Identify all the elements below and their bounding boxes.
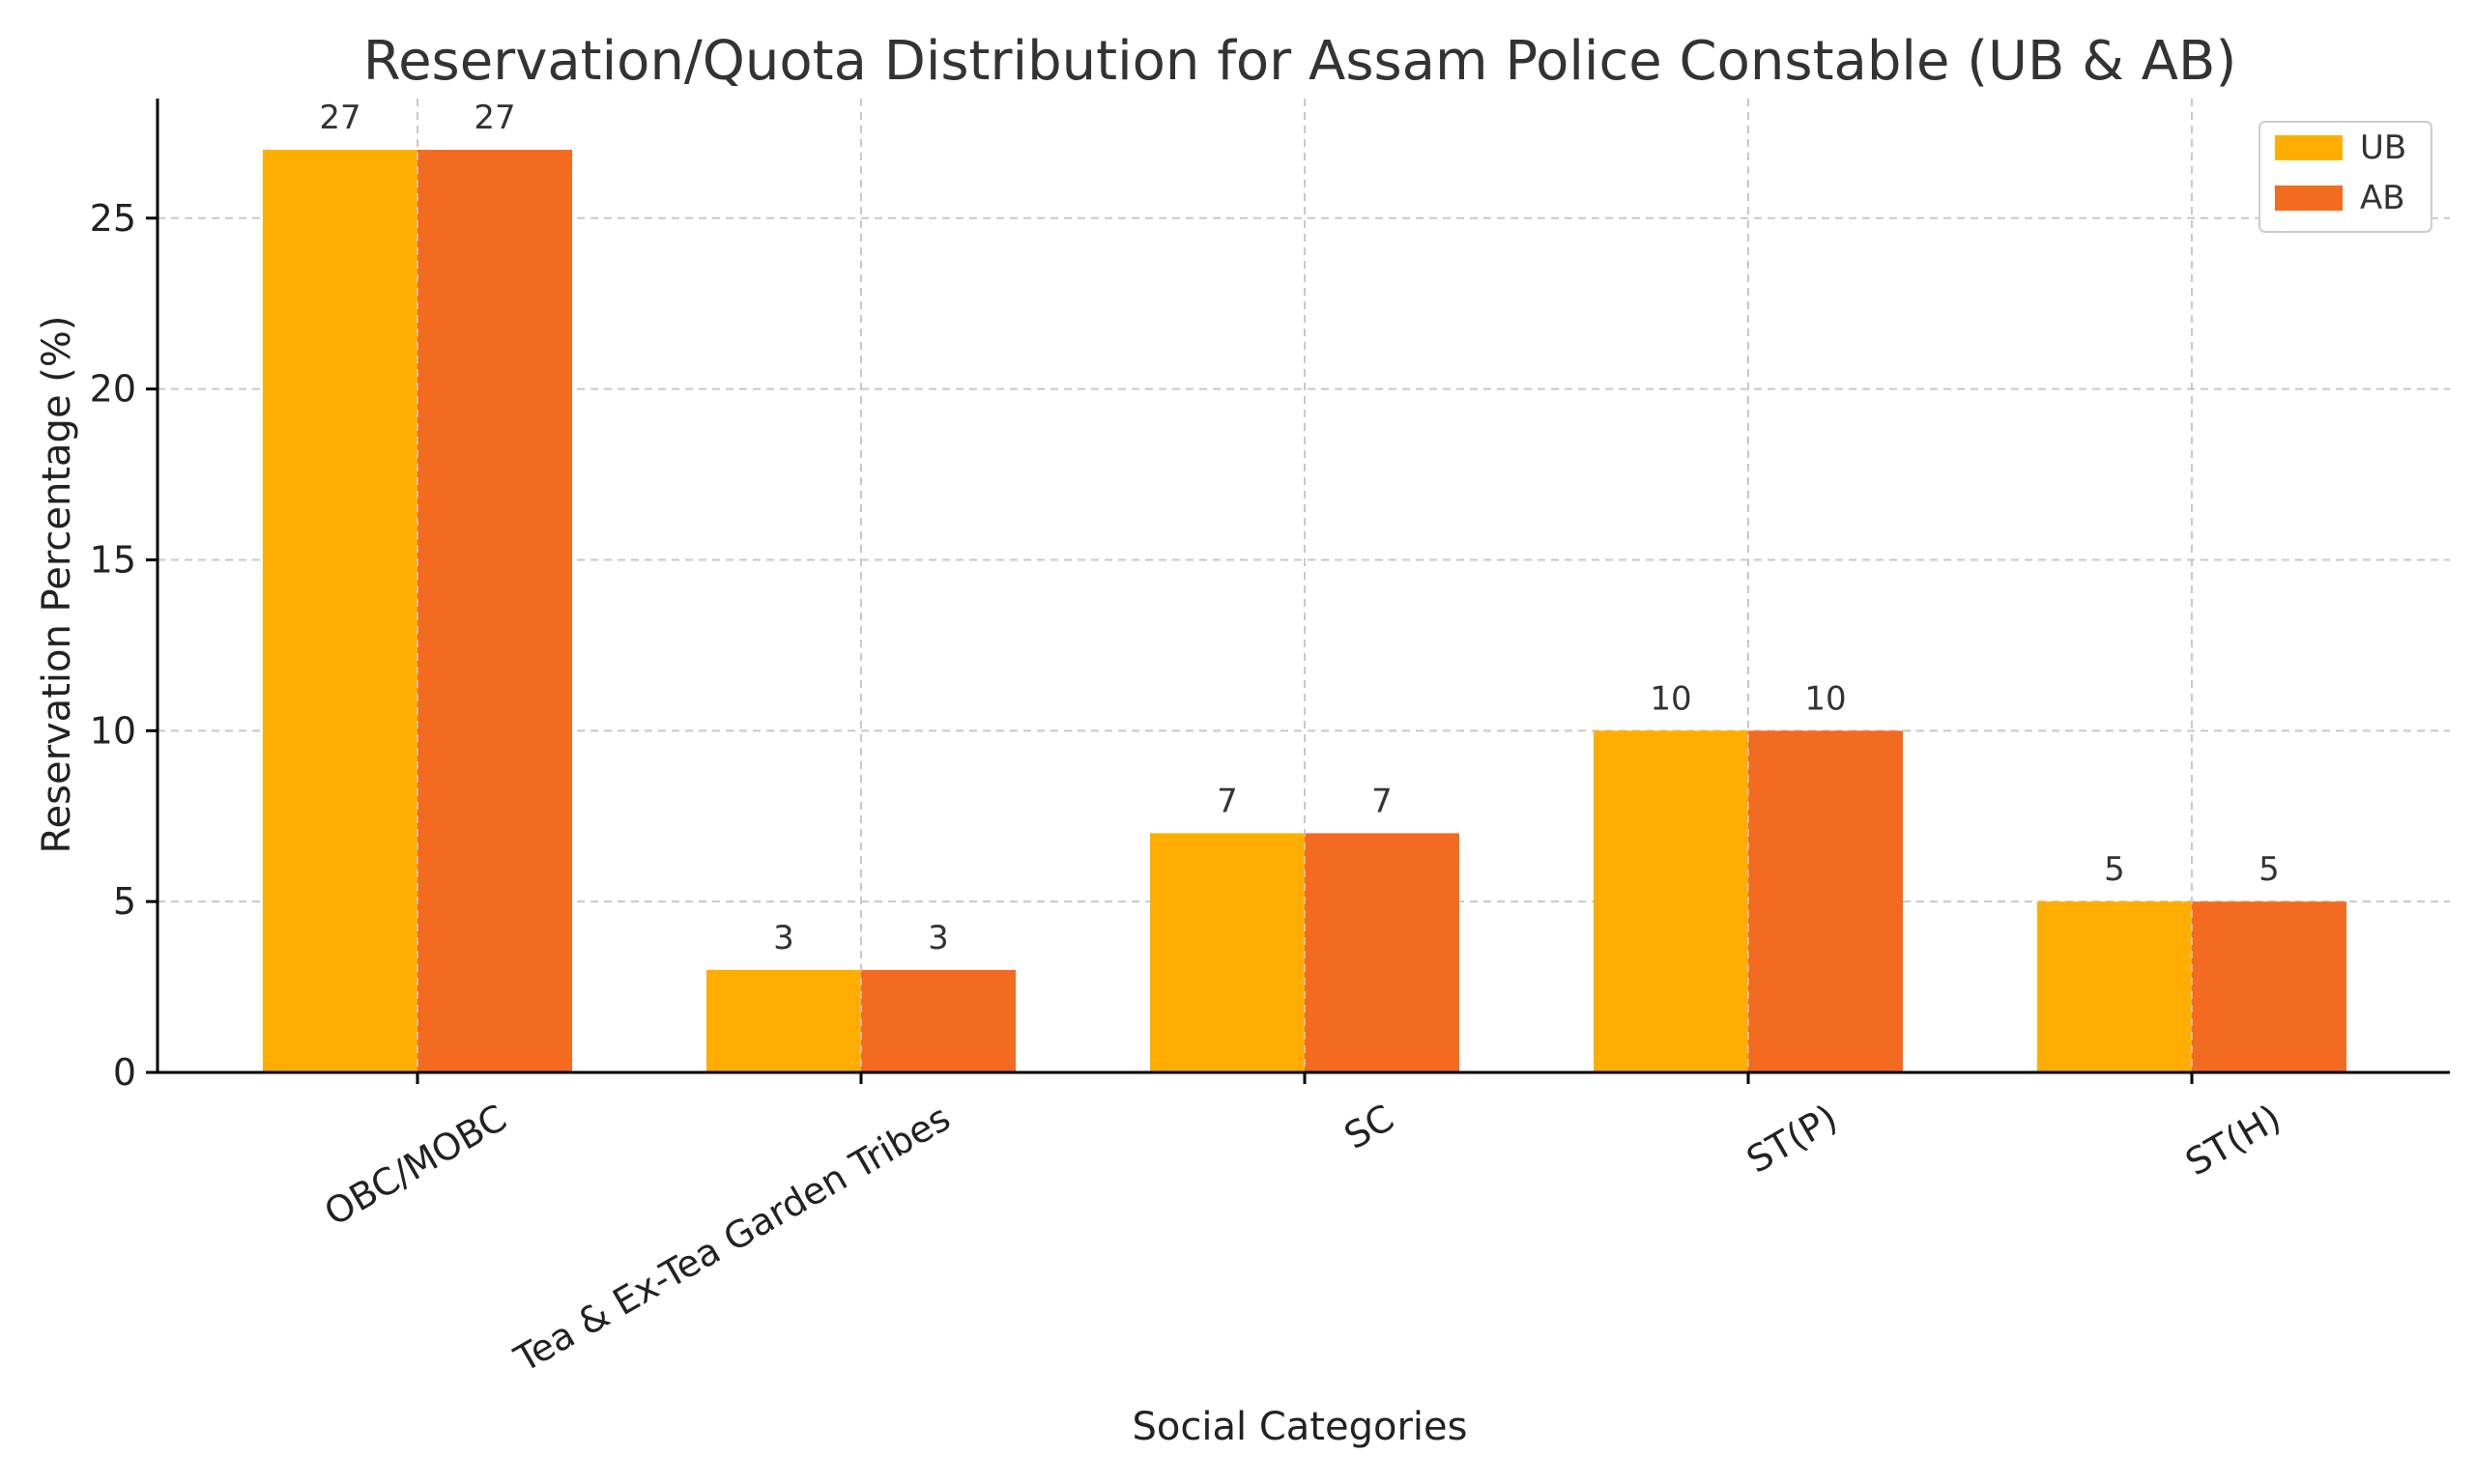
data-label-ab-1: 3 (928, 919, 949, 957)
legend-label-ab: AB (2360, 179, 2405, 217)
y-tick-label: 25 (90, 197, 136, 240)
bar-ab-4 (2192, 901, 2346, 1072)
y-tick-label: 10 (90, 709, 136, 752)
chart-title: Reservation/Quota Distribution for Assam… (363, 30, 2237, 93)
legend-label-ub: UB (2360, 128, 2406, 167)
bar-ab-2 (1305, 833, 1459, 1072)
bar-ub-3 (1594, 730, 1748, 1072)
axes (146, 99, 2450, 1084)
legend-swatch-ub (2275, 135, 2343, 160)
data-label-ub-2: 7 (1217, 782, 1238, 820)
y-axis-label: Reservation Percentage (%) (35, 316, 79, 854)
data-label-ab-2: 7 (1371, 782, 1393, 820)
bar-ub-1 (706, 969, 861, 1072)
data-label-ub-4: 5 (2104, 850, 2125, 889)
x-tick-label-0: OBC/MOBC (317, 1097, 513, 1235)
bar-ub-2 (1150, 833, 1305, 1072)
legend-swatch-ab (2275, 186, 2343, 211)
y-tick-label: 15 (90, 538, 136, 581)
bar-ub-0 (263, 150, 417, 1073)
data-label-ab-4: 5 (2258, 850, 2280, 889)
data-labels: 27 3 7 10 5 27 3 7 10 5 (319, 99, 2280, 1072)
legend: UB AB (2258, 121, 2432, 233)
y-tick-label: 0 (113, 1051, 136, 1094)
data-label-ub-1: 3 (773, 919, 794, 957)
y-tick-label: 20 (90, 368, 136, 411)
y-tick-label: 5 (113, 880, 136, 923)
x-tick-label-2: SC (1338, 1097, 1401, 1157)
data-label-ub-0: 27 (319, 99, 360, 137)
bar-ub-4 (2037, 901, 2192, 1072)
bar-ab-3 (1748, 730, 1903, 1072)
bar-ab-0 (417, 150, 572, 1073)
data-label-ub-3: 10 (1650, 679, 1691, 718)
x-tick-label-1: Tea & Ex-Tea Garden Tribes (506, 1097, 957, 1382)
x-axis-label: Social Categories (1133, 1405, 1468, 1449)
bar-ab-1 (861, 969, 1016, 1072)
data-label-ab-3: 10 (1804, 679, 1846, 718)
data-label-ab-0: 27 (474, 99, 515, 137)
x-tick-label-4: ST(H) (2178, 1097, 2287, 1184)
x-tick-label-3: ST(P) (1740, 1097, 1845, 1182)
bars (263, 150, 2346, 1073)
